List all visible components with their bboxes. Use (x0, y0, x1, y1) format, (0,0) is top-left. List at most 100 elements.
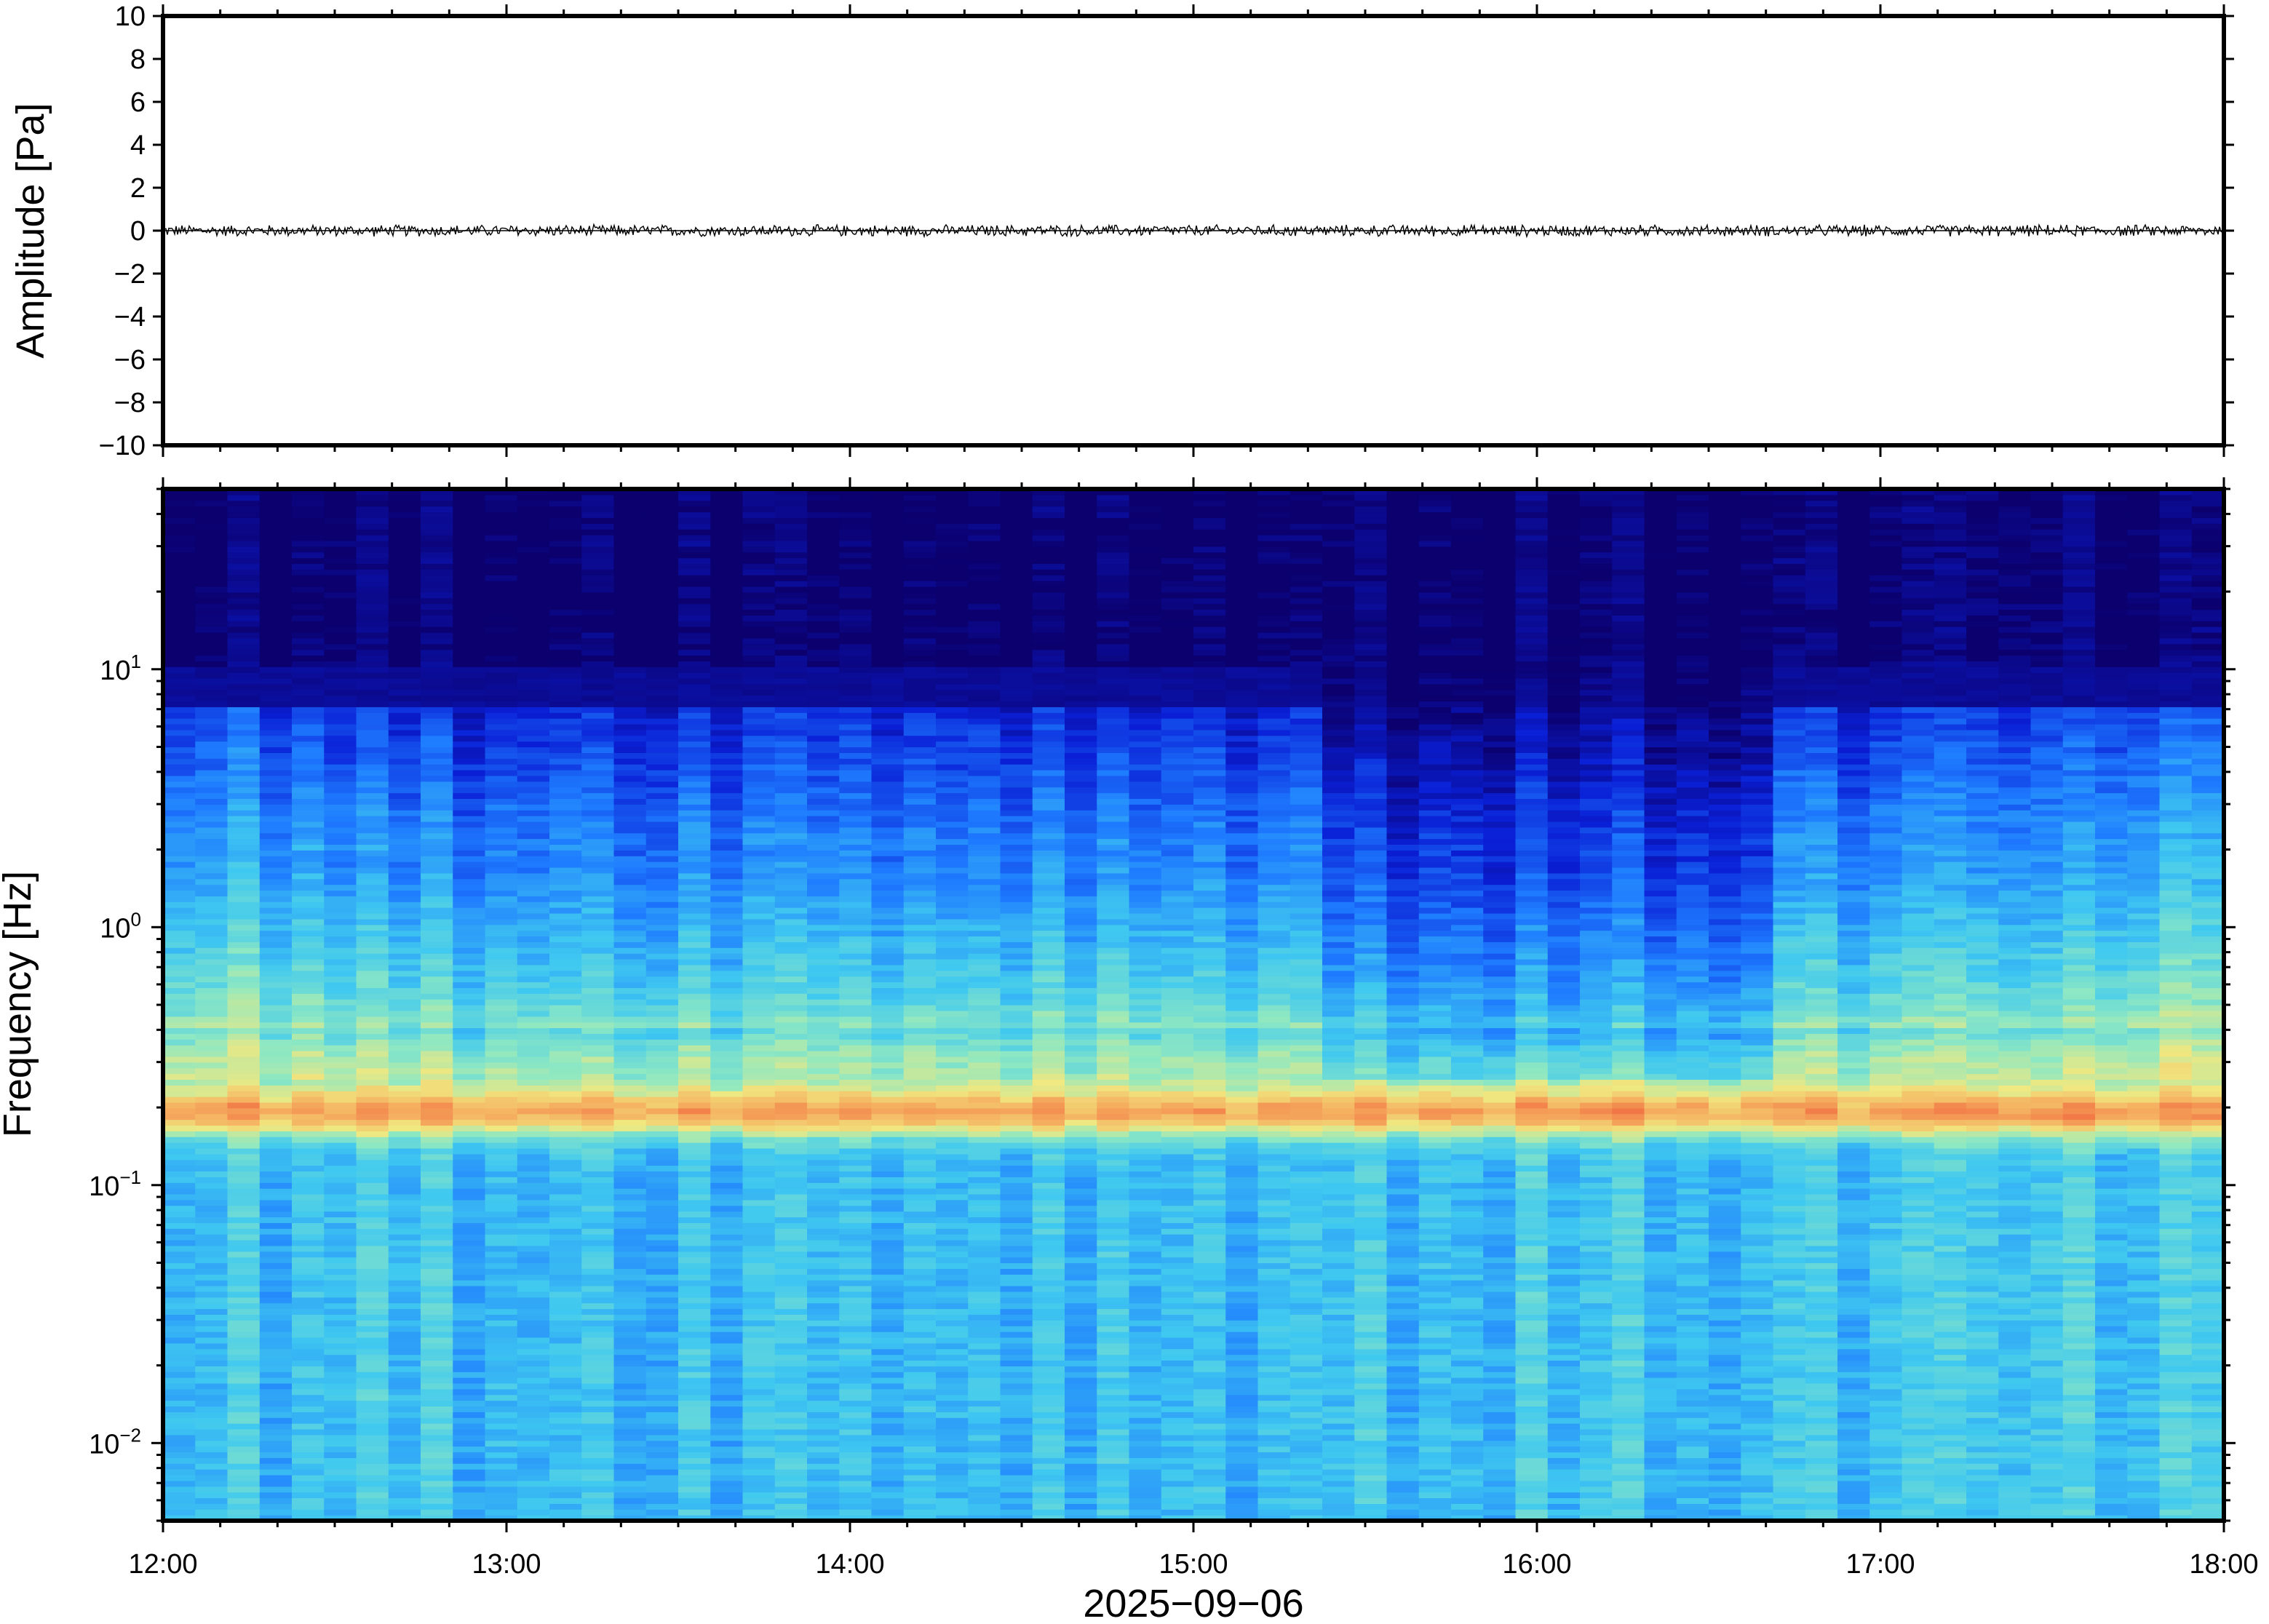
spectrogram-cell (1257, 1245, 1291, 1252)
spectrogram-cell (1934, 1382, 1967, 1390)
spectrogram-cell (1000, 1234, 1033, 1241)
spectrogram-cell (485, 1211, 518, 1218)
spectrogram-cell (1032, 1423, 1065, 1430)
spectrogram-cell (1966, 1326, 1999, 1332)
spectrogram-cell (1612, 1079, 1645, 1086)
spectrogram-cell (517, 1188, 550, 1195)
spectrogram-cell (1386, 1509, 1420, 1516)
spectrogram-cell (1902, 1297, 1935, 1304)
spectrogram-cell (292, 1119, 325, 1126)
spectrogram-cell (581, 1268, 615, 1275)
spectrogram-cell (1773, 1085, 1806, 1091)
spectrogram-cell (1290, 1217, 1323, 1223)
spectrogram-cell (259, 1125, 293, 1131)
spectrogram-cell (710, 1073, 744, 1080)
spectrogram-cell (1966, 1469, 1999, 1476)
spectrogram-cell (1966, 1372, 1999, 1378)
spectrogram-cell (1676, 1503, 1709, 1510)
spectrogram-cell (1322, 1497, 1355, 1504)
spectrogram-cell (678, 1177, 711, 1183)
spectrogram-cell (163, 1412, 196, 1418)
spectrogram-cell (1161, 1474, 1194, 1481)
spectrogram-cell (1418, 1113, 1452, 1121)
spectrogram-cell (742, 1211, 776, 1218)
spectrogram-cell (1161, 1440, 1194, 1447)
spectrogram-cell (517, 1102, 550, 1109)
spectrogram-cell (1741, 1182, 1774, 1189)
spectrogram-cell (485, 1228, 518, 1235)
spectrogram-cell (839, 1366, 873, 1372)
spectrogram-cell (1644, 1177, 1677, 1183)
spectrogram-cell (742, 1348, 776, 1356)
spectrogram-cell (388, 1400, 421, 1407)
spectrogram-cell (1741, 1394, 1774, 1401)
spectrogram-cell (2191, 1348, 2225, 1356)
spectrogram-cell (1129, 1199, 1162, 1206)
spectrogram-cell (517, 1446, 550, 1453)
spectrogram-cell (421, 1332, 453, 1338)
spectrogram-cell (388, 1486, 421, 1493)
spectrogram-cell (517, 1131, 550, 1137)
spectrogram-cell (1998, 1199, 2032, 1206)
spectrogram-cell (903, 1394, 937, 1401)
spectrogram-cell (968, 1239, 1001, 1246)
spectrogram-cell (1000, 1147, 1033, 1155)
spectrogram-cell (936, 1291, 969, 1298)
spectrogram-cell (485, 1486, 518, 1493)
spectrogram-cell (549, 1228, 582, 1235)
spectrogram-cell (1354, 1222, 1388, 1229)
spectrogram-cell (581, 1280, 615, 1286)
spectrogram-cell (421, 1147, 453, 1155)
spectrogram-cell (1257, 1509, 1291, 1516)
spectrogram-cell (2030, 1342, 2064, 1350)
spectrogram-cell (1773, 1412, 1806, 1418)
spectrogram-cell (1869, 1165, 1903, 1172)
spectrogram-cell (1773, 1326, 1806, 1332)
spectrogram-cell (742, 1262, 776, 1269)
spectrogram-cell (1322, 1222, 1355, 1229)
spectrogram-cell (645, 1314, 679, 1321)
spectrogram-cell (1129, 1440, 1162, 1447)
spectrogram-cell (421, 1440, 453, 1447)
spectrogram-cell (1065, 1205, 1097, 1212)
spectrogram-cell (1225, 1096, 1259, 1103)
spectrogram-cell (453, 1177, 486, 1183)
spectrogram-cell (453, 1245, 486, 1252)
spectrogram-cell (1934, 1509, 1967, 1516)
spectrogram-cell (710, 1463, 744, 1470)
spectrogram-cell (1225, 1463, 1259, 1470)
spectrogram-cell (1869, 1239, 1903, 1246)
spectrogram-cell (485, 1073, 518, 1080)
spectrogram-cell (807, 1131, 840, 1137)
spectrogram-cell (968, 1211, 1001, 1218)
spectrogram-cell (1451, 1354, 1484, 1361)
spectrogram-cell (645, 1428, 679, 1436)
spectrogram-cell (1097, 1286, 1130, 1292)
spectrogram-cell (1902, 1308, 1935, 1315)
spectrogram-cell (1483, 1360, 1517, 1366)
spectrogram-cell (453, 1119, 486, 1126)
spectrogram-cell (227, 1434, 261, 1441)
spectrogram-cell (227, 1428, 261, 1436)
spectrogram-cell (1902, 1245, 1935, 1252)
spectrogram-cell (807, 1147, 840, 1155)
spectrogram-cell (1322, 1302, 1355, 1310)
spectrogram-cell (839, 1245, 873, 1252)
spectrogram-cell (2127, 1251, 2161, 1258)
spectrogram-cell (1805, 1503, 1838, 1510)
spectrogram-cell (1418, 1486, 1452, 1493)
spectrogram-cell (968, 1091, 1001, 1097)
spectrogram-cell (2159, 1102, 2193, 1109)
spectrogram-cell (839, 1131, 873, 1137)
spectrogram-cell (1483, 1142, 1517, 1149)
spectrogram-cell (324, 1199, 357, 1206)
spectrogram-cell (645, 1182, 679, 1189)
spectrogram-cell (2127, 1096, 2161, 1103)
spectrogram-cell (1386, 1211, 1420, 1218)
spectrogram-cell (1129, 1446, 1162, 1453)
spectrogram-cell (1290, 1137, 1323, 1143)
spectrogram-cell (936, 1234, 969, 1241)
spectrogram-cell (678, 1428, 711, 1436)
spectrogram-cell (1483, 1372, 1517, 1378)
spectrogram-cell (2191, 1262, 2225, 1269)
